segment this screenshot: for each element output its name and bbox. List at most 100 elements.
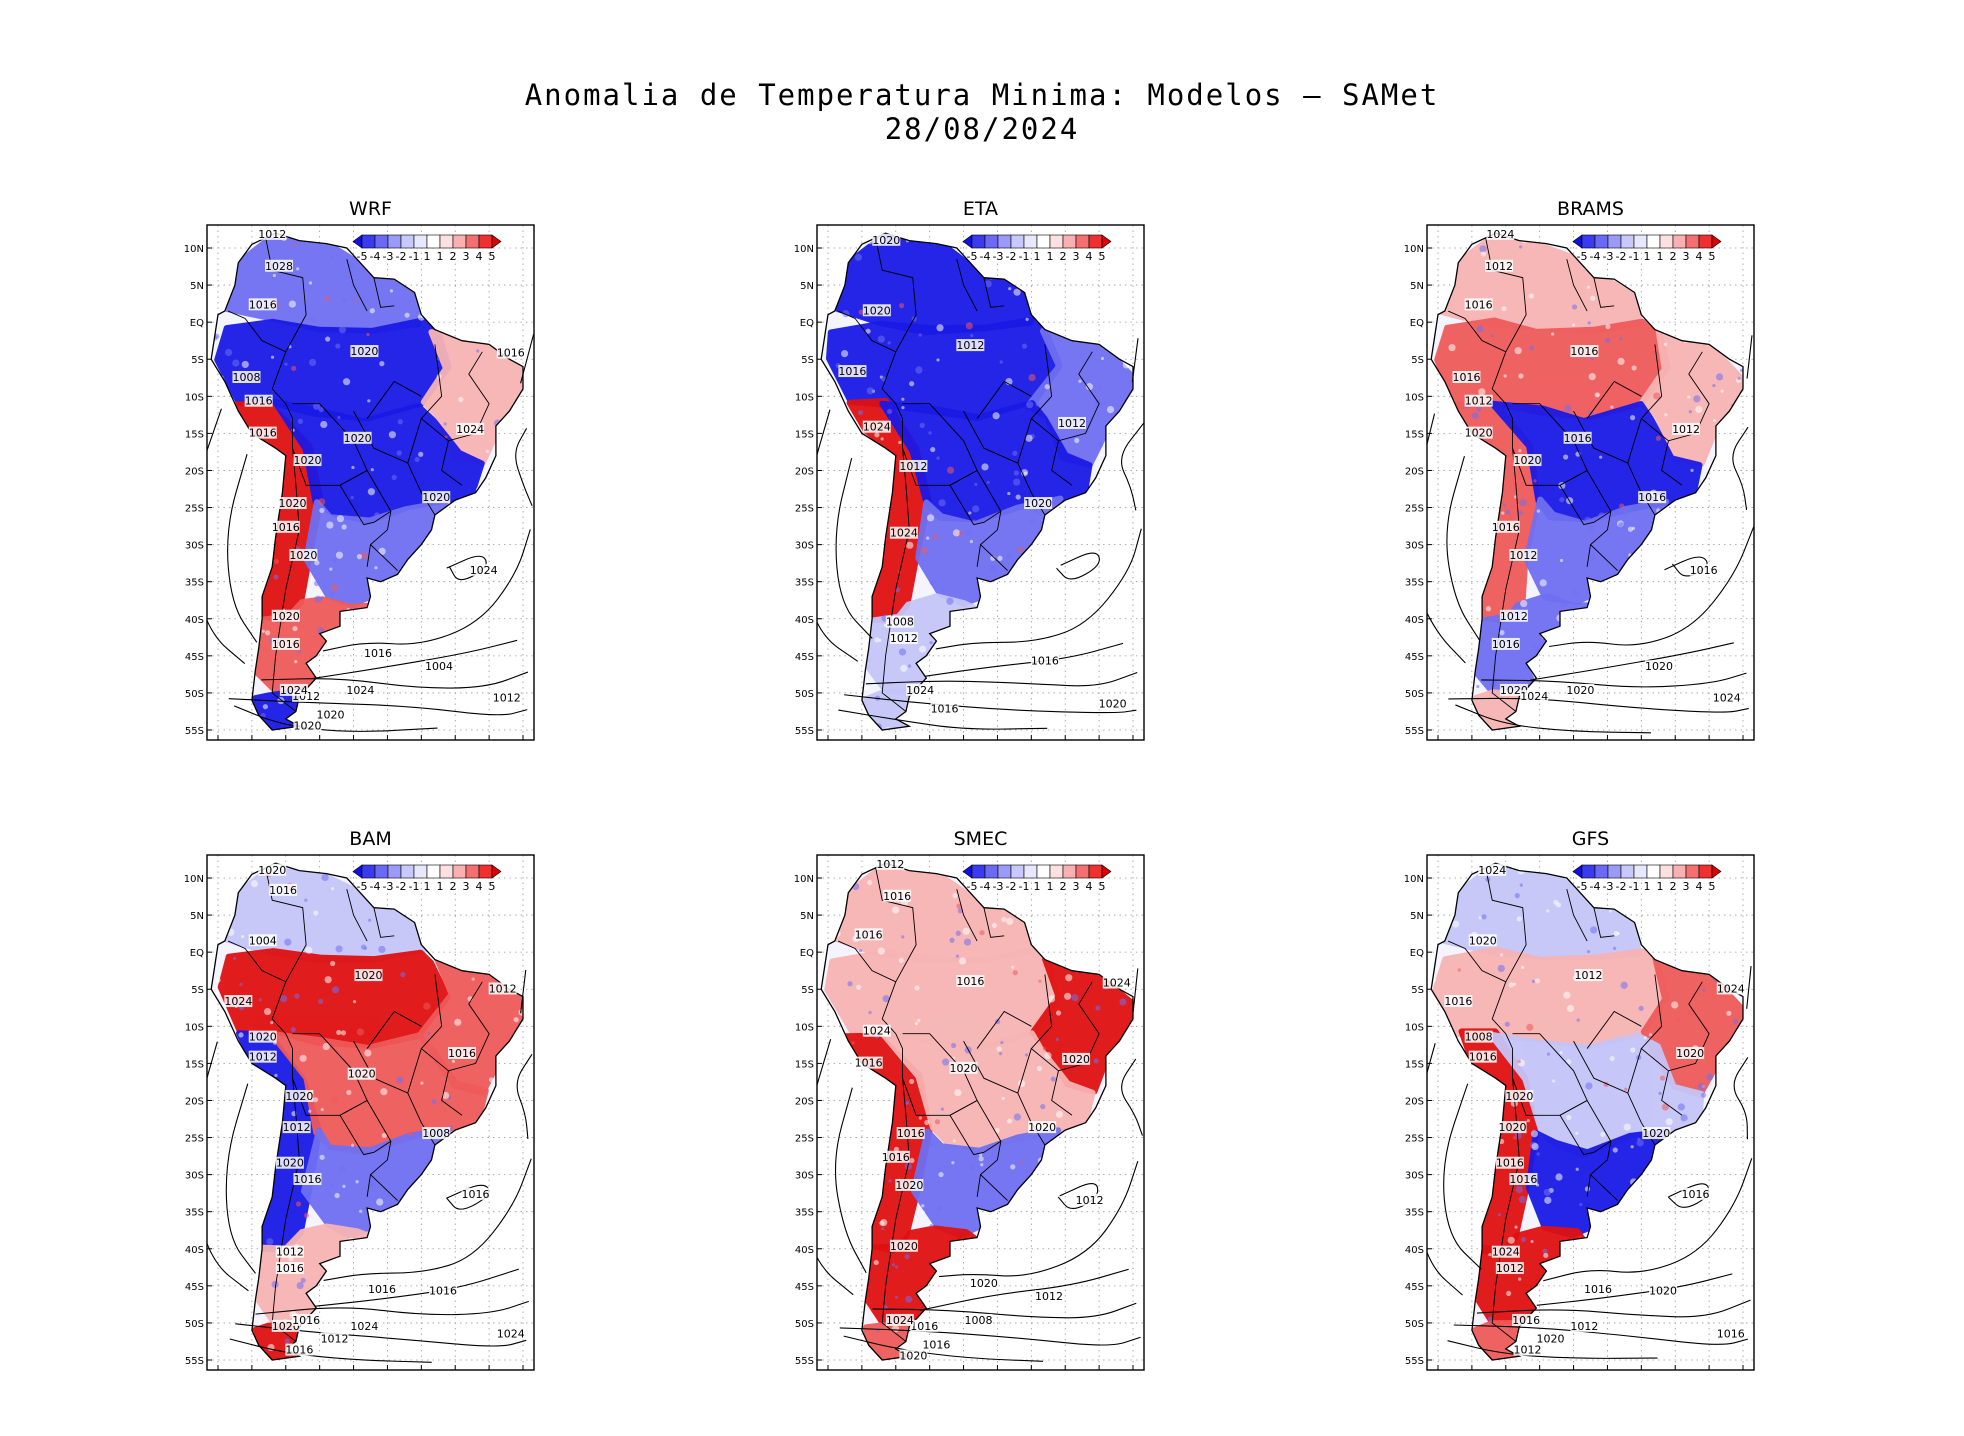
country-border xyxy=(1491,981,1588,1116)
anomaly-speckle xyxy=(342,1184,346,1188)
anomaly-speckle xyxy=(1612,1147,1618,1153)
isobar-label: 1020 xyxy=(950,1062,978,1075)
isobar-label-bg xyxy=(1513,454,1542,467)
lat-label: 25S xyxy=(1405,504,1424,515)
country-border xyxy=(271,351,368,486)
anomaly-speckle xyxy=(1675,699,1681,705)
anomaly-speckle xyxy=(1431,438,1434,442)
anomaly-speckle xyxy=(424,570,428,574)
anomaly-speckle xyxy=(314,863,318,867)
isobar-label: 1020 xyxy=(895,1179,923,1192)
colorbar-label: 5 xyxy=(1709,880,1716,893)
anomaly-speckle xyxy=(1540,702,1545,707)
anomaly-speckle xyxy=(266,1238,274,1246)
anomaly-speckle xyxy=(364,1049,372,1057)
anomaly-speckle xyxy=(1457,1086,1463,1092)
isobar-label-bg xyxy=(456,422,485,435)
isobar-label-bg xyxy=(872,233,901,246)
anomaly-speckle xyxy=(1100,1128,1108,1136)
anomaly-field xyxy=(1431,234,1743,730)
anomaly-speckle xyxy=(1029,1193,1036,1199)
colorbar-label: 2 xyxy=(1060,880,1067,893)
anomaly-speckle xyxy=(513,1101,520,1107)
anomaly-speckle xyxy=(1653,392,1661,400)
lat-label: 5S xyxy=(1411,985,1424,996)
anomaly-speckle xyxy=(1575,1167,1579,1171)
isobar-label: 1008 xyxy=(232,371,260,384)
anomaly-speckle xyxy=(1737,376,1741,381)
anomaly-speckle xyxy=(1566,1004,1575,1013)
isobar-label: 1020 xyxy=(279,497,307,510)
isobar-label: 1024 xyxy=(346,684,374,697)
anomaly-speckle xyxy=(1685,1280,1689,1284)
lat-label: 25S xyxy=(795,504,814,515)
country-border xyxy=(976,544,981,567)
anomaly-speckle xyxy=(1077,558,1083,564)
isobar-label-bg xyxy=(854,1056,883,1069)
anomaly-speckle xyxy=(1692,943,1701,951)
anomaly-speckle xyxy=(322,1042,330,1051)
anomaly-speckle xyxy=(1739,444,1743,448)
anomaly-speckle xyxy=(1704,588,1713,596)
anomaly-speckle xyxy=(299,1054,307,1062)
anomaly-speckle xyxy=(415,907,420,911)
colorbar-swatch xyxy=(1062,864,1077,879)
anomaly-speckle xyxy=(1013,1113,1021,1121)
anomaly-speckle xyxy=(832,503,838,509)
isobar-label: 1016 xyxy=(1717,1327,1745,1340)
isobar-label-bg xyxy=(1505,1089,1534,1102)
anomaly-speckle xyxy=(906,541,914,549)
isobar-label: 1016 xyxy=(276,1262,304,1275)
anomaly-speckle xyxy=(369,308,375,314)
isobar-label-bg xyxy=(854,928,883,941)
country-border xyxy=(271,981,368,1116)
isobar-label-bg xyxy=(1024,497,1053,510)
anomaly-speckle xyxy=(1109,285,1114,290)
isobar-label: 1012 xyxy=(1509,549,1537,562)
colorbar-swatch xyxy=(413,234,428,249)
anomaly-speckle xyxy=(308,358,317,367)
isobar-label: 1024 xyxy=(350,1320,378,1333)
anomaly-speckle xyxy=(866,1199,874,1207)
anomaly-speckle xyxy=(877,947,885,955)
isobar-line xyxy=(817,1039,854,1296)
anomaly-speckle xyxy=(313,1097,319,1103)
anomaly-speckle xyxy=(1713,418,1717,423)
anomaly-speckle xyxy=(354,298,358,302)
lat-label: 25S xyxy=(1405,1134,1424,1145)
isobar-label: 1020 xyxy=(350,345,378,358)
political-borders xyxy=(837,236,1100,712)
anomaly-speckle xyxy=(858,463,864,469)
anomaly-speckle xyxy=(511,608,520,616)
anomaly-speckle xyxy=(1490,1178,1494,1182)
map-svg: BAM1016101210121012101210161016102010161… xyxy=(184,828,535,1371)
isobar-line xyxy=(835,458,873,639)
anomaly-speckle xyxy=(456,1250,464,1259)
axis-ticks: 10N5NEQ5S10S15S20S25S30S35S40S45S50S55S8… xyxy=(1404,874,1744,1370)
anomaly-speckle xyxy=(1518,1277,1522,1281)
isobar-label-bg xyxy=(496,346,525,359)
colorbar-swatch xyxy=(1607,864,1622,879)
isobar-line xyxy=(1746,335,1753,379)
anomaly-speckle xyxy=(1663,1141,1669,1148)
anomaly-speckle xyxy=(1506,1290,1512,1297)
anomaly-speckle xyxy=(447,727,451,730)
anomaly-speckle xyxy=(836,638,843,644)
anomaly-speckle xyxy=(847,417,852,421)
anomaly-speckle xyxy=(382,620,390,629)
anomaly-speckle xyxy=(488,594,496,602)
anomaly-speckle xyxy=(856,984,862,990)
anomaly-speckle xyxy=(905,1295,913,1303)
isobar-label: 1024 xyxy=(1486,228,1514,241)
colorbar-label: 2 xyxy=(1670,880,1677,893)
anomaly-speckle xyxy=(1687,395,1691,399)
country-border xyxy=(441,1070,463,1116)
anomaly-speckle xyxy=(847,981,853,987)
anomaly-speckle xyxy=(453,1223,459,1229)
isobar-label-bg xyxy=(1644,660,1673,673)
anomaly-speckle xyxy=(1690,522,1699,531)
lat-label: 15S xyxy=(185,1059,204,1070)
colorbar-arrow-right xyxy=(1711,864,1722,879)
anomaly-speckle xyxy=(1690,920,1696,927)
anomaly-speckle xyxy=(1056,288,1064,296)
